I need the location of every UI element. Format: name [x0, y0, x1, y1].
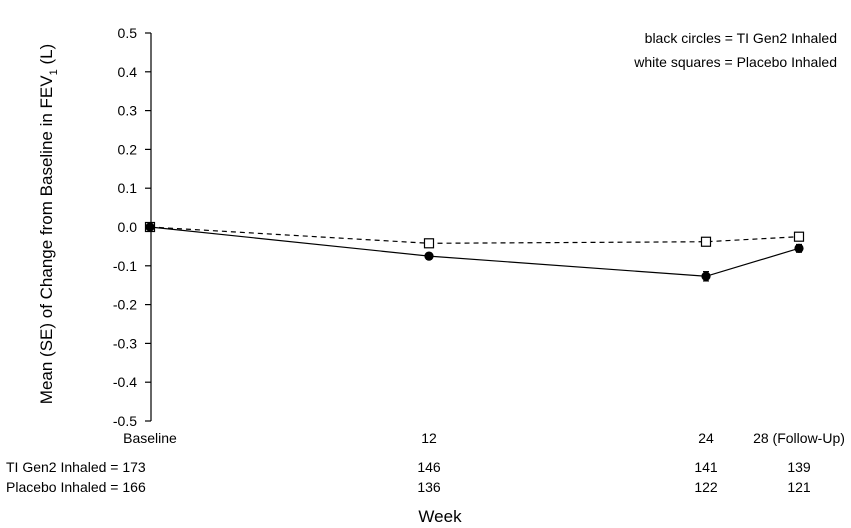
n-value: 146	[417, 459, 441, 475]
data-point-ti-gen2	[424, 251, 434, 261]
data-point-ti-gen2	[145, 222, 155, 232]
legend-entry-placebo: white squares = Placebo Inhaled	[633, 54, 837, 70]
y-axis-title-unit: (L)	[37, 44, 56, 70]
n-value: 121	[787, 479, 811, 495]
x-axis-title: Week	[418, 507, 462, 526]
data-point-placebo	[700, 236, 712, 247]
data-point-placebo	[793, 231, 805, 242]
n-value: 141	[694, 459, 718, 475]
series-line	[149, 226, 800, 277]
series-ti-gen2	[145, 222, 804, 282]
legend: black circles = TI Gen2 Inhaled white sq…	[633, 30, 837, 70]
n-table: TI Gen2 Inhaled = 173 Placebo Inhaled = …	[6, 459, 811, 495]
series-line	[149, 226, 800, 244]
x-tick-label: 24	[698, 430, 714, 446]
data-point-ti-gen2	[794, 243, 804, 253]
series-layer	[144, 221, 805, 282]
y-tick-label: -0.2	[113, 297, 137, 313]
n-values: 146 141 139 136 122 121	[417, 459, 811, 495]
y-tick-label: -0.1	[113, 258, 137, 274]
y-axis-title-main: Mean (SE) of Change from Baseline in FEV	[37, 75, 56, 404]
data-point-ti-gen2	[701, 271, 711, 281]
y-tick-label: 0.4	[118, 64, 138, 80]
y-axis: 0.5 0.4 0.3 0.2 0.1 0.0 -0.1 -0.2 -0.3 -0.4 -0.5	[113, 25, 152, 429]
y-tick-label: 0.5	[118, 25, 138, 41]
y-tick-label: 0.1	[118, 180, 138, 196]
n-value: 139	[787, 459, 811, 475]
n-row-label-placebo: Placebo Inhaled = 166	[6, 479, 146, 495]
n-value: 136	[417, 479, 441, 495]
y-axis-title: Mean (SE) of Change from Baseline in FEV…	[37, 44, 60, 404]
series-placebo	[144, 221, 805, 249]
n-value: 122	[694, 479, 718, 495]
x-tick-label: 12	[421, 430, 437, 446]
y-tick-label: 0.0	[118, 219, 138, 235]
x-tick-label: Baseline	[123, 430, 177, 446]
legend-entry-ti-gen2: black circles = TI Gen2 Inhaled	[645, 30, 837, 46]
y-tick-label: -0.3	[113, 335, 137, 351]
x-axis: Baseline 12 24 28 (Follow-Up)	[123, 430, 845, 446]
y-tick-label: -0.5	[113, 413, 137, 429]
y-tick-label: 0.3	[118, 103, 138, 119]
y-tick-label: -0.4	[113, 374, 137, 390]
y-axis-title-subscript: 1	[48, 69, 60, 75]
x-tick-label: 28 (Follow-Up)	[753, 430, 845, 446]
y-tick-label: 0.2	[118, 141, 138, 157]
n-row-label-ti-gen2: TI Gen2 Inhaled = 173	[6, 459, 146, 475]
data-point-placebo	[423, 238, 435, 249]
